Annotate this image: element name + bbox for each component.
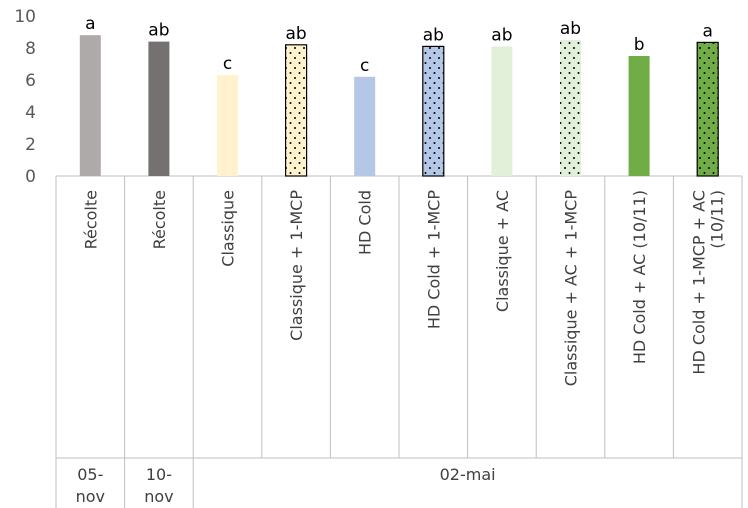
significance-letter: b	[634, 35, 645, 55]
group-label: 05-	[77, 465, 103, 484]
category-label: HD Cold + AC (10/11)	[630, 190, 649, 364]
significance-letter: c	[360, 56, 369, 76]
bar	[628, 56, 650, 176]
category-label: Classique + 1-MCP	[287, 190, 306, 341]
y-tick-label: 2	[25, 135, 36, 155]
bar-dot-pattern	[285, 44, 307, 176]
significance-letter: c	[223, 54, 232, 74]
bar	[217, 75, 238, 176]
significance-letter: a	[702, 21, 712, 41]
bar-dot-pattern	[697, 42, 719, 177]
y-tick-label: 6	[25, 71, 36, 91]
group-label: 02-mai	[440, 465, 496, 484]
category-label: (10/11)	[708, 190, 727, 249]
significance-letter: ab	[285, 24, 306, 44]
group-label: nov	[144, 487, 173, 506]
category-label: HD Cold	[356, 190, 375, 255]
y-tick-label: 10	[14, 7, 36, 27]
y-tick-label: 0	[25, 167, 36, 187]
category-label: Classique	[219, 190, 238, 267]
bar-dot-pattern	[560, 40, 581, 176]
bar-layer	[79, 35, 719, 177]
bar	[79, 35, 101, 177]
significance-letter: ab	[491, 25, 512, 45]
category-label: Récolte	[81, 190, 100, 249]
category-label: Classique + AC	[493, 190, 512, 312]
category-label: HD Cold + 1-MCP	[424, 190, 443, 330]
bar-dot-pattern	[422, 46, 444, 177]
category-label: HD Cold + 1-MCP + AC	[690, 190, 709, 375]
y-tick-label: 8	[25, 39, 36, 59]
significance-letter: ab	[148, 21, 169, 41]
category-label: Récolte	[150, 190, 169, 249]
significance-letter: a	[85, 14, 95, 34]
y-tick-label: 4	[25, 103, 36, 123]
bar	[491, 46, 513, 177]
significance-letter: ab	[560, 19, 581, 39]
significance-letter: ab	[423, 25, 444, 45]
category-label: Classique + AC + 1-MCP	[562, 190, 581, 387]
bar	[354, 76, 376, 176]
bar	[148, 41, 170, 176]
group-label: 10-	[146, 465, 172, 484]
group-label: nov	[76, 487, 105, 506]
axis-layer: 0 2 4 6 8 10	[14, 7, 743, 508]
